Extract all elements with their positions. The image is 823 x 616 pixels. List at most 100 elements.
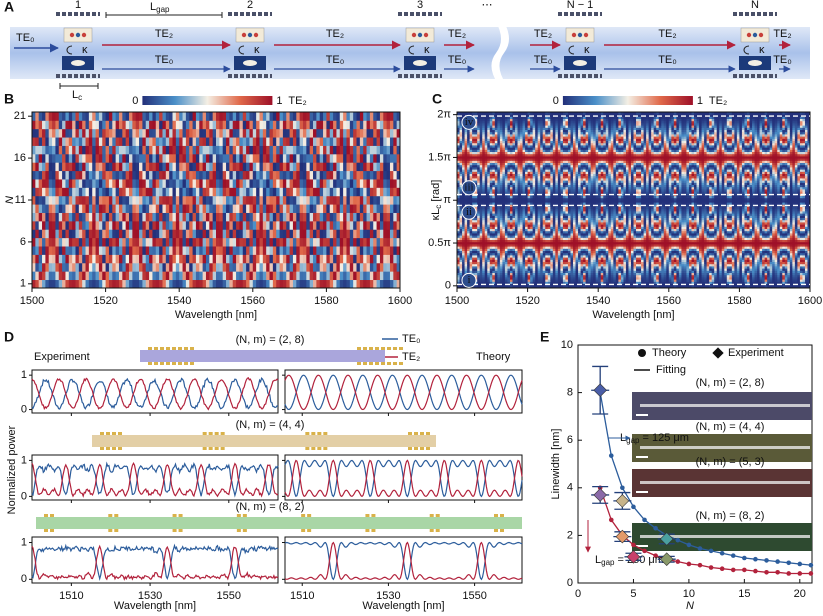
- heatmap-cell: [494, 270, 498, 273]
- heatmap-cell: [366, 229, 371, 239]
- heatmap-cell: [396, 195, 401, 205]
- heatmap-cell: [115, 153, 120, 163]
- heatmap-cell: [494, 263, 498, 267]
- heatmap-cell: [782, 279, 786, 282]
- heatmap-cell: [525, 246, 528, 249]
- heatmap-cell: [343, 254, 347, 264]
- heatmap-cell: [139, 262, 143, 272]
- heatmap-cell: [135, 112, 140, 121]
- heatmap-cell: [286, 170, 290, 180]
- heatmap-cell: [122, 120, 127, 130]
- heatmap-cell: [383, 204, 388, 213]
- heatmap-cell: [575, 252, 579, 256]
- heatmap-cell: [333, 145, 337, 155]
- heatmap-cell: [346, 195, 351, 205]
- heatmap-cell: [583, 281, 586, 284]
- heatmap-cell: [527, 246, 531, 249]
- heatmap-cell: [492, 252, 496, 256]
- heatmap-cell: [668, 266, 672, 269]
- heatmap-cell: [102, 237, 106, 247]
- heatmap-cell: [721, 263, 725, 267]
- heatmap-cell: [663, 261, 667, 265]
- heatmap-cell: [772, 279, 776, 282]
- heatmap-cell: [537, 285, 541, 289]
- heatmap-cell: [262, 279, 267, 289]
- heatmap-cell: [55, 246, 60, 255]
- heatmap-cell: [239, 279, 244, 289]
- heatmap-cell: [386, 279, 391, 289]
- heatmap-cell: [643, 263, 647, 267]
- heatmap-cell: [671, 252, 675, 256]
- heatmap-cell: [794, 279, 798, 282]
- heatmap-cell: [736, 279, 740, 282]
- heatmap-cell: [35, 120, 40, 130]
- heatmap-cell: [216, 179, 220, 188]
- heatmap-cell: [696, 261, 700, 265]
- heatmap-cell: [326, 220, 331, 230]
- heatmap-cell: [376, 271, 381, 281]
- heatmap-cell: [643, 268, 647, 271]
- heatmap-cell: [610, 266, 614, 269]
- heatmap-cell: [590, 259, 594, 262]
- heatmap-cell: [396, 262, 401, 272]
- heatmap-cell: [149, 279, 153, 289]
- heatmap-cell: [522, 270, 526, 273]
- heatmap-cell: [507, 277, 511, 280]
- heatmap-cell: [716, 252, 720, 256]
- heatmap-cell: [389, 279, 394, 289]
- heatmap-cell: [542, 268, 546, 271]
- heatmap-cell: [585, 257, 589, 260]
- heatmap-cell: [625, 274, 629, 278]
- heatmap-cell: [802, 266, 806, 269]
- heatmap-cell: [719, 257, 723, 260]
- heatmap-cell: [346, 212, 351, 222]
- heatmap-cell: [282, 212, 287, 222]
- heatmap-cell: [666, 261, 670, 265]
- heatmap-cell: [359, 162, 364, 172]
- heatmap-cell: [497, 250, 501, 254]
- heatmap-cell: [306, 204, 311, 213]
- heatmap-cell: [58, 145, 63, 155]
- heatmap-cell: [232, 254, 237, 264]
- heatmap-cell: [550, 266, 554, 269]
- heatmap-cell: [620, 266, 624, 269]
- heatmap-cell: [673, 261, 677, 265]
- heatmap-cell: [721, 277, 725, 280]
- heatmap-cell: [145, 153, 150, 163]
- heatmap-cell: [580, 270, 584, 273]
- heatmap-cell: [532, 257, 536, 260]
- heatmap-cell: [646, 279, 650, 282]
- heatmap-cell: [212, 162, 217, 172]
- heatmap-cell: [595, 268, 599, 271]
- heatmap-cell: [42, 170, 46, 180]
- heatmap-cell: [216, 204, 220, 213]
- heatmap-cell: [108, 128, 113, 138]
- heatmap-cell: [600, 268, 604, 271]
- heatmap-cell: [600, 252, 604, 256]
- heatmap-cell: [132, 120, 137, 130]
- heatmap-cell: [764, 272, 768, 276]
- heatmap-cell: [42, 195, 46, 205]
- heatmap-cell: [266, 170, 270, 180]
- heatmap-cell: [477, 263, 481, 267]
- heatmap-cell: [575, 283, 579, 287]
- heatmap-cell: [459, 270, 463, 273]
- heatmap-cell: [256, 271, 260, 281]
- heatmap-cell: [386, 145, 391, 155]
- heatmap-cell: [132, 229, 137, 239]
- heatmap-cell: [199, 112, 204, 121]
- heatmap-cell: [95, 170, 100, 180]
- heatmap-cell: [762, 255, 766, 258]
- heatmap-cell: [671, 279, 675, 282]
- heatmap-cell: [393, 262, 398, 272]
- heatmap-cell: [512, 263, 516, 267]
- heatmap-cell: [216, 128, 220, 138]
- heatmap-cell: [585, 261, 589, 265]
- heatmap-cell: [691, 255, 695, 258]
- heatmap-cell: [746, 281, 750, 284]
- heatmap-cell: [379, 145, 384, 155]
- heatmap-cell: [462, 268, 465, 271]
- heatmap-cell: [726, 272, 730, 276]
- heatmap-cell: [757, 266, 760, 269]
- heatmap-cell: [704, 248, 708, 251]
